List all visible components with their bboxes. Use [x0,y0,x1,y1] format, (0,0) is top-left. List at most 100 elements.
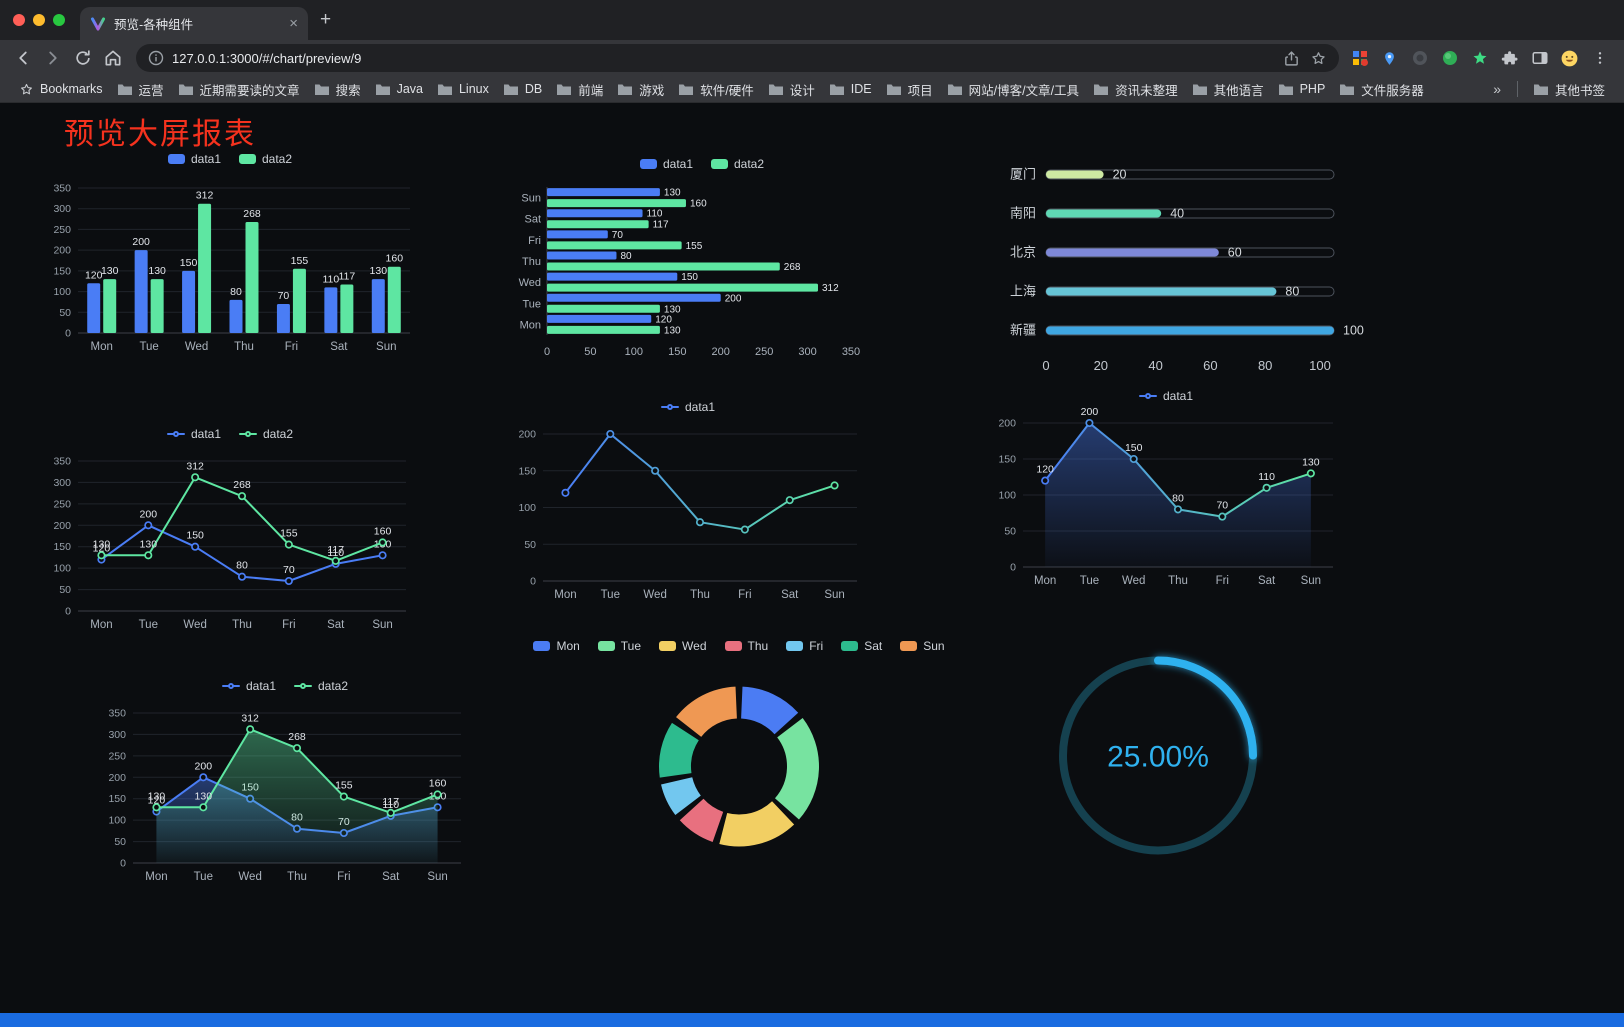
data-point[interactable] [1173,505,1183,514]
data-point[interactable] [152,803,161,812]
data-point[interactable] [97,551,106,560]
data-point[interactable] [785,496,794,505]
data-point[interactable] [199,773,208,782]
data-point[interactable] [339,792,348,801]
bookmarks-manager-item[interactable]: Bookmarks [12,80,110,99]
hbar-segment[interactable] [547,262,780,271]
bookmarks-overflow-button[interactable]: » [1493,81,1501,97]
bookmark-folder[interactable]: 软件/硬件 [671,78,760,101]
donut-slice[interactable] [679,798,724,843]
forward-button[interactable] [38,43,68,73]
data-point[interactable] [1129,454,1138,464]
bar-chart-plot[interactable]: 0 50 100 150 200 250 300 350 Mon Tue Wed Thu Fri Sat S… [40,170,420,363]
bar-segment[interactable] [324,287,338,333]
data-point[interactable] [1041,476,1050,485]
legend-item[interactable]: data1 [166,427,221,441]
bookmark-folder[interactable]: 网站/博客/文章/工具 [940,78,1086,101]
data-point[interactable] [292,744,302,753]
data-point[interactable] [1085,418,1094,428]
hbar-segment[interactable] [547,251,617,260]
data-point[interactable] [1262,483,1271,492]
donut-slice[interactable] [659,722,700,778]
ext-blue-pin-icon[interactable] [1377,46,1402,71]
data-point[interactable] [191,542,200,551]
progress-fill[interactable] [1046,326,1334,335]
progress-fill[interactable] [1046,209,1162,218]
legend-item[interactable]: Wed [659,639,707,653]
data-point[interactable] [378,538,387,547]
bookmark-folder[interactable]: 近期需要读的文章 [171,78,307,101]
legend-item[interactable]: data1 [660,400,715,414]
site-info-icon[interactable] [148,50,164,66]
data-point[interactable] [246,725,255,734]
legend-item[interactable]: data1 [1138,389,1193,403]
data-point[interactable] [606,429,615,439]
other-bookmarks-folder[interactable]: 其他书签 [1526,78,1612,101]
line-path[interactable] [564,433,836,531]
bookmark-folder[interactable]: Linux [430,80,496,98]
bar-segment[interactable] [371,279,385,333]
data-point[interactable] [284,540,293,549]
new-tab-button[interactable]: + [320,9,332,30]
bar-segment[interactable] [245,221,259,333]
donut-slice[interactable] [661,776,702,815]
bookmark-folder[interactable]: 游戏 [610,78,671,101]
data-point[interactable] [433,790,442,799]
donut-slice[interactable] [676,686,738,738]
line-chart-plot[interactable]: 0 50 100 150 200 250 300 350 Mon Tue Wed Thu Fri Sat S… [40,445,420,641]
data-point[interactable] [144,551,153,560]
bar-segment[interactable] [276,304,290,333]
reload-button[interactable] [68,43,98,73]
zoom-window-button[interactable] [53,14,65,26]
bar-segment[interactable] [387,266,401,333]
bar-segment[interactable] [182,270,196,333]
hbar-segment[interactable] [547,314,652,323]
bookmark-star-icon[interactable] [1310,50,1327,67]
data-point[interactable] [331,556,340,565]
hbar-segment[interactable] [547,325,660,334]
legend-item[interactable]: Tue [597,639,641,653]
bookmark-folder[interactable]: 运营 [110,78,171,101]
donut-slice[interactable] [719,800,795,847]
back-button[interactable] [8,43,38,73]
progress-fill[interactable] [1046,287,1277,296]
hbar-segment[interactable] [547,199,686,208]
bookmark-folder[interactable]: 资讯未整理 [1086,78,1185,101]
hbar-segment[interactable] [547,283,818,292]
donut-chart-plot[interactable] [553,657,925,870]
data-point[interactable] [191,473,200,482]
ext-dark-globe-icon[interactable] [1407,46,1432,71]
bookmark-folder[interactable]: Java [368,80,430,98]
bookmark-folder[interactable]: 设计 [761,78,822,101]
profile-avatar[interactable] [1557,46,1582,71]
bookmark-folder[interactable]: DB [496,80,549,98]
ext-pixel-grid-icon[interactable] [1347,46,1372,71]
hbar-segment[interactable] [547,230,608,239]
data-point[interactable] [1306,469,1315,478]
hbar-segment[interactable] [547,220,649,229]
data-point[interactable] [386,808,395,817]
minimize-window-button[interactable] [33,14,45,26]
bookmark-folder[interactable]: 搜索 [307,78,368,101]
hbar-segment[interactable] [547,188,660,197]
browser-menu-button[interactable] [1587,46,1612,71]
bookmark-folder[interactable]: IDE [822,80,879,98]
data-point[interactable] [740,525,749,534]
legend-item[interactable]: data1 [639,157,693,171]
share-icon[interactable] [1283,50,1300,67]
data-point[interactable] [1218,512,1227,521]
gradient-line-chart-plot[interactable]: 0 50 100 150 200 Mon Tue Wed Thu Fri Sat Sun [505,418,871,611]
bar-segment[interactable] [229,299,243,333]
data-point[interactable] [237,492,247,501]
data-point[interactable] [199,803,208,812]
city-progress-plot[interactable]: 厦门 20 南阳 40 北京 60 上海 80 新疆 100 0 20 40 60 80 100 [998,158,1364,388]
bar-segment[interactable] [340,284,354,333]
bar-segment[interactable] [150,279,164,333]
gradient-area-chart-plot[interactable]: 0 50 100 150 200 Mon Tue Wed Thu Fri Sat Sun 120 200 1… [985,407,1347,597]
bookmark-folder[interactable]: 前端 [549,78,610,101]
legend-item[interactable]: Fri [786,639,823,653]
hbar-segment[interactable] [547,209,643,218]
bookmark-folder[interactable]: 文件服务器 [1332,78,1431,101]
data-point[interactable] [378,551,387,560]
